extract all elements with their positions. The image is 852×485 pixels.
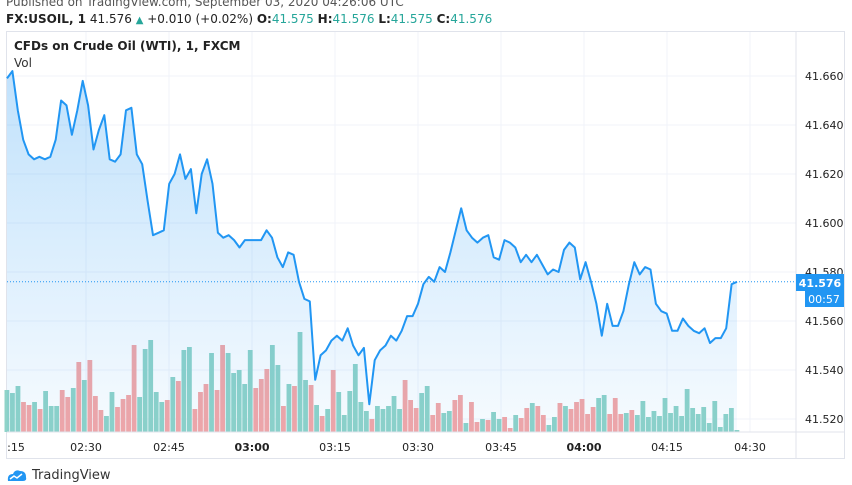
logo-text: TradingView (32, 468, 111, 483)
volume-bar (4, 390, 10, 432)
countdown-badge-text: 00:57 (808, 293, 840, 306)
symbol-legend: FX:USOIL, 1 41.576 ▲ +0.010 (+0.02%) O:4… (6, 12, 492, 26)
high-label: H: (317, 12, 333, 26)
x-tick-label: 04:30 (734, 441, 766, 454)
y-tick-label: 41.600 (805, 217, 844, 230)
x-tick-label: 03:45 (485, 441, 517, 454)
price-change: +0.010 (+0.02%) (147, 12, 253, 26)
x-tick-label: 03:00 (234, 441, 269, 454)
up-triangle-icon: ▲ (135, 15, 144, 26)
volume-label: Vol (14, 56, 32, 70)
x-tick-label: :15 (7, 441, 25, 454)
open-value: 41.575 (271, 12, 314, 26)
close-value: 41.576 (450, 12, 493, 26)
y-tick-label: 41.520 (805, 413, 844, 426)
x-tick-label: 02:45 (153, 441, 185, 454)
x-tick-label: 03:30 (402, 441, 434, 454)
price-line (6, 70, 738, 406)
open-label: O: (256, 12, 272, 26)
close-label: C: (436, 12, 451, 26)
y-tick-label: 41.540 (805, 364, 844, 377)
last-price: 41.576 (89, 12, 132, 26)
x-tick-label: 02:30 (70, 441, 102, 454)
high-value: 41.576 (332, 12, 375, 26)
published-line: Published on TradingView.com, September … (6, 0, 404, 9)
y-tick-label: 41.660 (805, 70, 844, 83)
y-tick-label: 41.560 (805, 315, 844, 328)
last-price-badge-text: 41.576 (799, 277, 842, 290)
symbol-name: FX:USOIL, 1 (6, 12, 87, 26)
price-area-fill (7, 71, 737, 432)
countdown-badge (805, 291, 844, 307)
last-price-badge (796, 274, 844, 291)
x-tick-label: 03:15 (319, 441, 351, 454)
y-tick-label: 41.640 (805, 119, 844, 132)
chart-title: CFDs on Crude Oil (WTI), 1, FXCM (14, 39, 241, 53)
chart-frame[interactable] (6, 31, 845, 459)
y-tick-label: 41.620 (805, 168, 844, 181)
x-tick-label: 04:15 (651, 441, 683, 454)
low-value: 41.575 (390, 12, 433, 26)
tradingview-logo[interactable]: TradingView (6, 468, 111, 483)
cloud-logo-icon (7, 469, 27, 481)
low-label: L: (378, 12, 391, 26)
x-tick-label: 04:00 (566, 441, 601, 454)
